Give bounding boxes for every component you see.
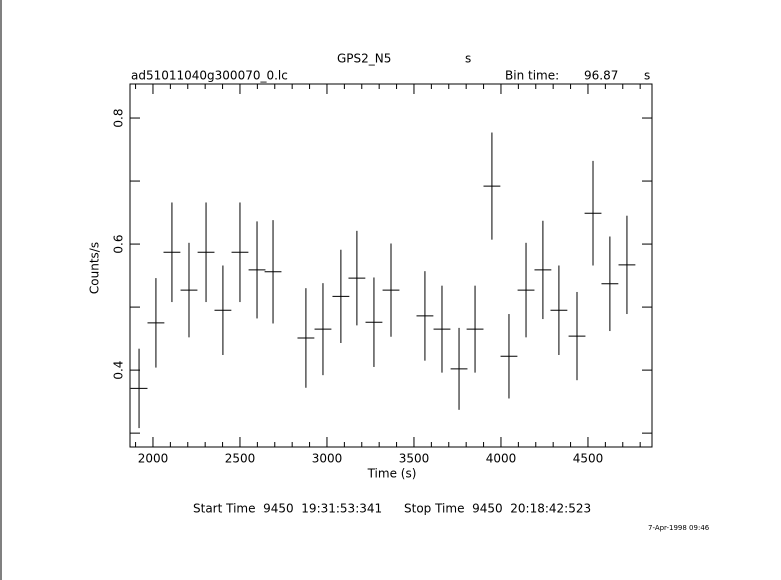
x-tick-label: 2000 (138, 452, 169, 466)
bin-time: 96.87 (584, 69, 618, 83)
y-tick-label: 0.4 (112, 361, 126, 380)
timestamp: 7-Apr-1998 09:46 (648, 524, 710, 532)
bin-time-unit: s (644, 69, 650, 83)
x-tick-label: 4000 (486, 452, 517, 466)
stop-time: Stop Time 9450 20:18:42:523 (404, 502, 591, 516)
plot-frame (129, 83, 653, 448)
start-time: Start Time 9450 19:31:53:341 (193, 502, 382, 516)
x-tick-label: 3500 (399, 452, 430, 466)
bin-time-label: Bin time: (505, 69, 559, 83)
y-tick-label: 0.6 (112, 235, 126, 254)
title-unit: s (465, 52, 471, 66)
x-axis-label: Time (s) (367, 467, 417, 481)
subtitle: ad51011040g300070_0.lc (131, 69, 288, 83)
y-tick-label: 0.8 (112, 108, 126, 127)
chart-title: GPS2_N5 (337, 52, 391, 66)
y-axis-label: Counts/s (88, 242, 102, 294)
x-tick-label: 4500 (573, 452, 604, 466)
x-tick-label: 2500 (225, 452, 256, 466)
x-tick-label: 3000 (312, 452, 343, 466)
